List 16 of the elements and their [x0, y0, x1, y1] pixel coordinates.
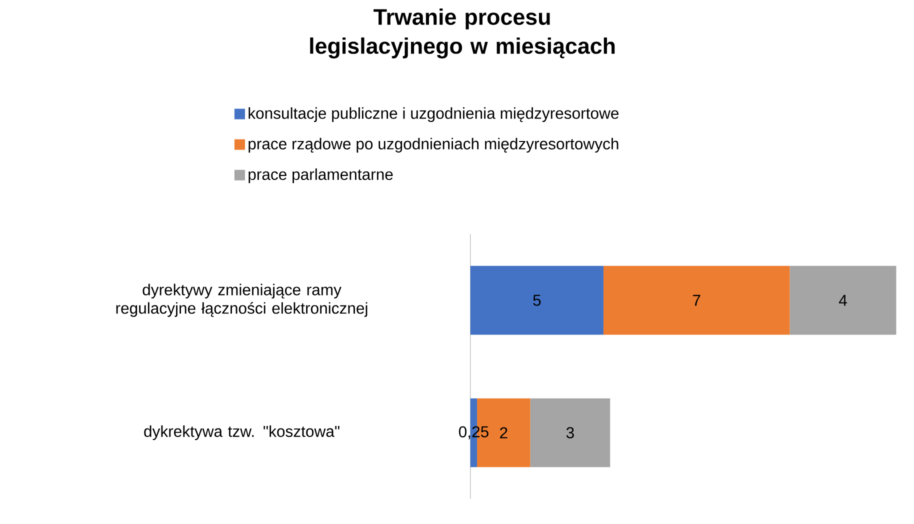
- y-tick-label: dykrektywa tzw. "kosztowa": [144, 426, 340, 440]
- data-label: 3: [566, 427, 574, 439]
- legend-label: prace rządowe po uzgodnieniach międzyresortowych: [248, 138, 618, 153]
- bar: [603, 266, 790, 335]
- data-label: 7: [693, 295, 700, 306]
- data-label: 4: [838, 295, 847, 306]
- legend-label: konsultacje publiczne i uzgodnienia międzyresortowe: [248, 107, 619, 122]
- data-label: 0,25: [458, 426, 488, 440]
- legend-label: prace parlamentarne: [248, 168, 393, 184]
- data-label: 2: [500, 427, 508, 438]
- chart-title: Trwanie procesu legislacyjnego w miesiącach: [310, 8, 615, 59]
- data-label: 5: [533, 295, 541, 306]
- y-tick-label: dyrektywy zmieniające ramy regulacyjne łączności elektronicznej: [116, 284, 368, 318]
- bar: [790, 266, 896, 335]
- bar: [530, 398, 610, 468]
- bar: [470, 266, 604, 335]
